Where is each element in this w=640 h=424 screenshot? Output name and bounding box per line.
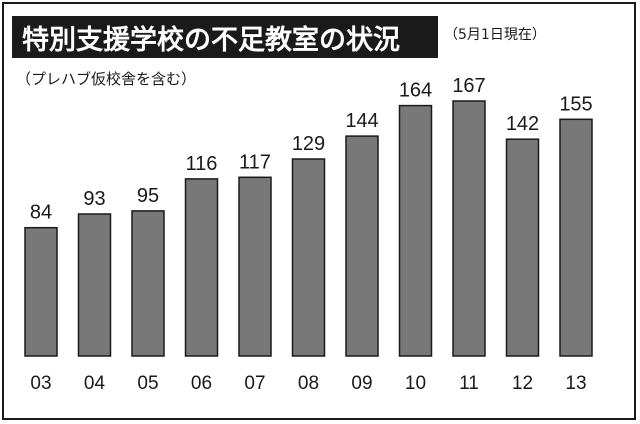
x-tick-label-13: 13	[565, 373, 586, 394]
value-label-11: 167	[452, 75, 485, 97]
bar-13	[559, 118, 593, 357]
value-label-04: 93	[83, 188, 105, 210]
x-tick-label-11: 11	[459, 373, 479, 394]
x-tick-label-12: 12	[512, 373, 533, 394]
title-banner: 特別支援学校の不足教室の状況	[12, 16, 438, 58]
chart-subtitle: （プレハブ仮校舎を含む）	[16, 70, 197, 88]
bar-08	[291, 158, 326, 357]
date-note: （5月1日現在）	[444, 27, 546, 43]
value-label-12: 142	[506, 113, 539, 135]
bar-03	[24, 226, 58, 357]
x-tick-label-07: 07	[244, 373, 265, 394]
bar-11	[452, 100, 486, 357]
x-tick-label-10: 10	[405, 373, 426, 394]
bar-09	[345, 135, 379, 357]
x-tick-label-09: 09	[351, 373, 372, 394]
bars-group	[24, 100, 593, 357]
value-label-13: 155	[559, 93, 592, 115]
value-label-08: 129	[292, 133, 325, 155]
value-label-07: 117	[239, 151, 271, 173]
bar-05	[131, 210, 165, 357]
value-label-05: 95	[137, 185, 159, 207]
bar-10	[398, 104, 433, 357]
x-tick-label-03: 03	[30, 373, 51, 394]
x-tick-labels-group: 03 04 05 06 07 08 09 10 11 12 13	[30, 373, 586, 394]
value-label-10: 164	[399, 80, 432, 102]
bar-12	[505, 138, 540, 357]
chart-title: 特別支援学校の不足教室の状況	[22, 24, 400, 56]
value-labels-group: 84 93 95 116 117 129 144 164 167 142 155	[30, 75, 593, 224]
x-tick-label-06: 06	[191, 373, 212, 394]
x-tick-label-08: 08	[298, 373, 319, 394]
bar-07	[238, 176, 272, 357]
x-tick-label-05: 05	[137, 373, 158, 394]
bar-06	[184, 178, 219, 357]
value-label-06: 116	[186, 153, 218, 175]
value-label-03: 84	[30, 202, 52, 224]
x-tick-label-04: 04	[84, 373, 106, 394]
value-label-09: 144	[345, 110, 378, 132]
bar-04	[77, 213, 112, 357]
